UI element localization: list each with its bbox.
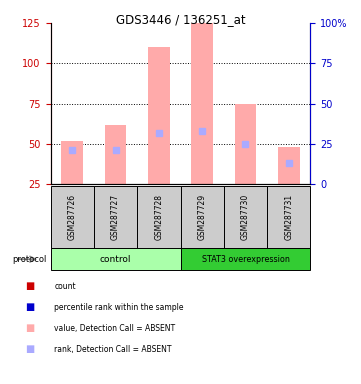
Bar [105,125,126,184]
FancyBboxPatch shape [94,186,137,248]
Text: GSM287727: GSM287727 [111,194,120,240]
FancyBboxPatch shape [51,248,180,270]
FancyBboxPatch shape [180,186,224,248]
FancyBboxPatch shape [224,186,267,248]
Text: percentile rank within the sample: percentile rank within the sample [54,303,184,312]
Bar [278,147,300,184]
Text: ■: ■ [25,281,35,291]
Text: ■: ■ [25,302,35,312]
Text: GSM287729: GSM287729 [198,194,206,240]
Text: count: count [54,281,76,291]
Text: rank, Detection Call = ABSENT: rank, Detection Call = ABSENT [54,345,171,354]
Text: GSM287726: GSM287726 [68,194,77,240]
FancyBboxPatch shape [137,186,180,248]
Text: GDS3446 / 136251_at: GDS3446 / 136251_at [116,13,245,26]
Text: ■: ■ [25,323,35,333]
Text: ■: ■ [25,344,35,354]
Text: control: control [100,255,131,264]
FancyBboxPatch shape [180,248,310,270]
Text: protocol: protocol [13,255,47,264]
Bar [235,104,256,184]
Text: GSM287731: GSM287731 [284,194,293,240]
Bar [191,23,213,184]
Text: STAT3 overexpression: STAT3 overexpression [201,255,290,264]
Text: GSM287730: GSM287730 [241,194,250,240]
FancyBboxPatch shape [267,186,310,248]
FancyBboxPatch shape [51,186,94,248]
Bar [61,141,83,184]
Bar [148,47,170,184]
Text: GSM287728: GSM287728 [155,194,163,240]
Text: value, Detection Call = ABSENT: value, Detection Call = ABSENT [54,324,175,333]
